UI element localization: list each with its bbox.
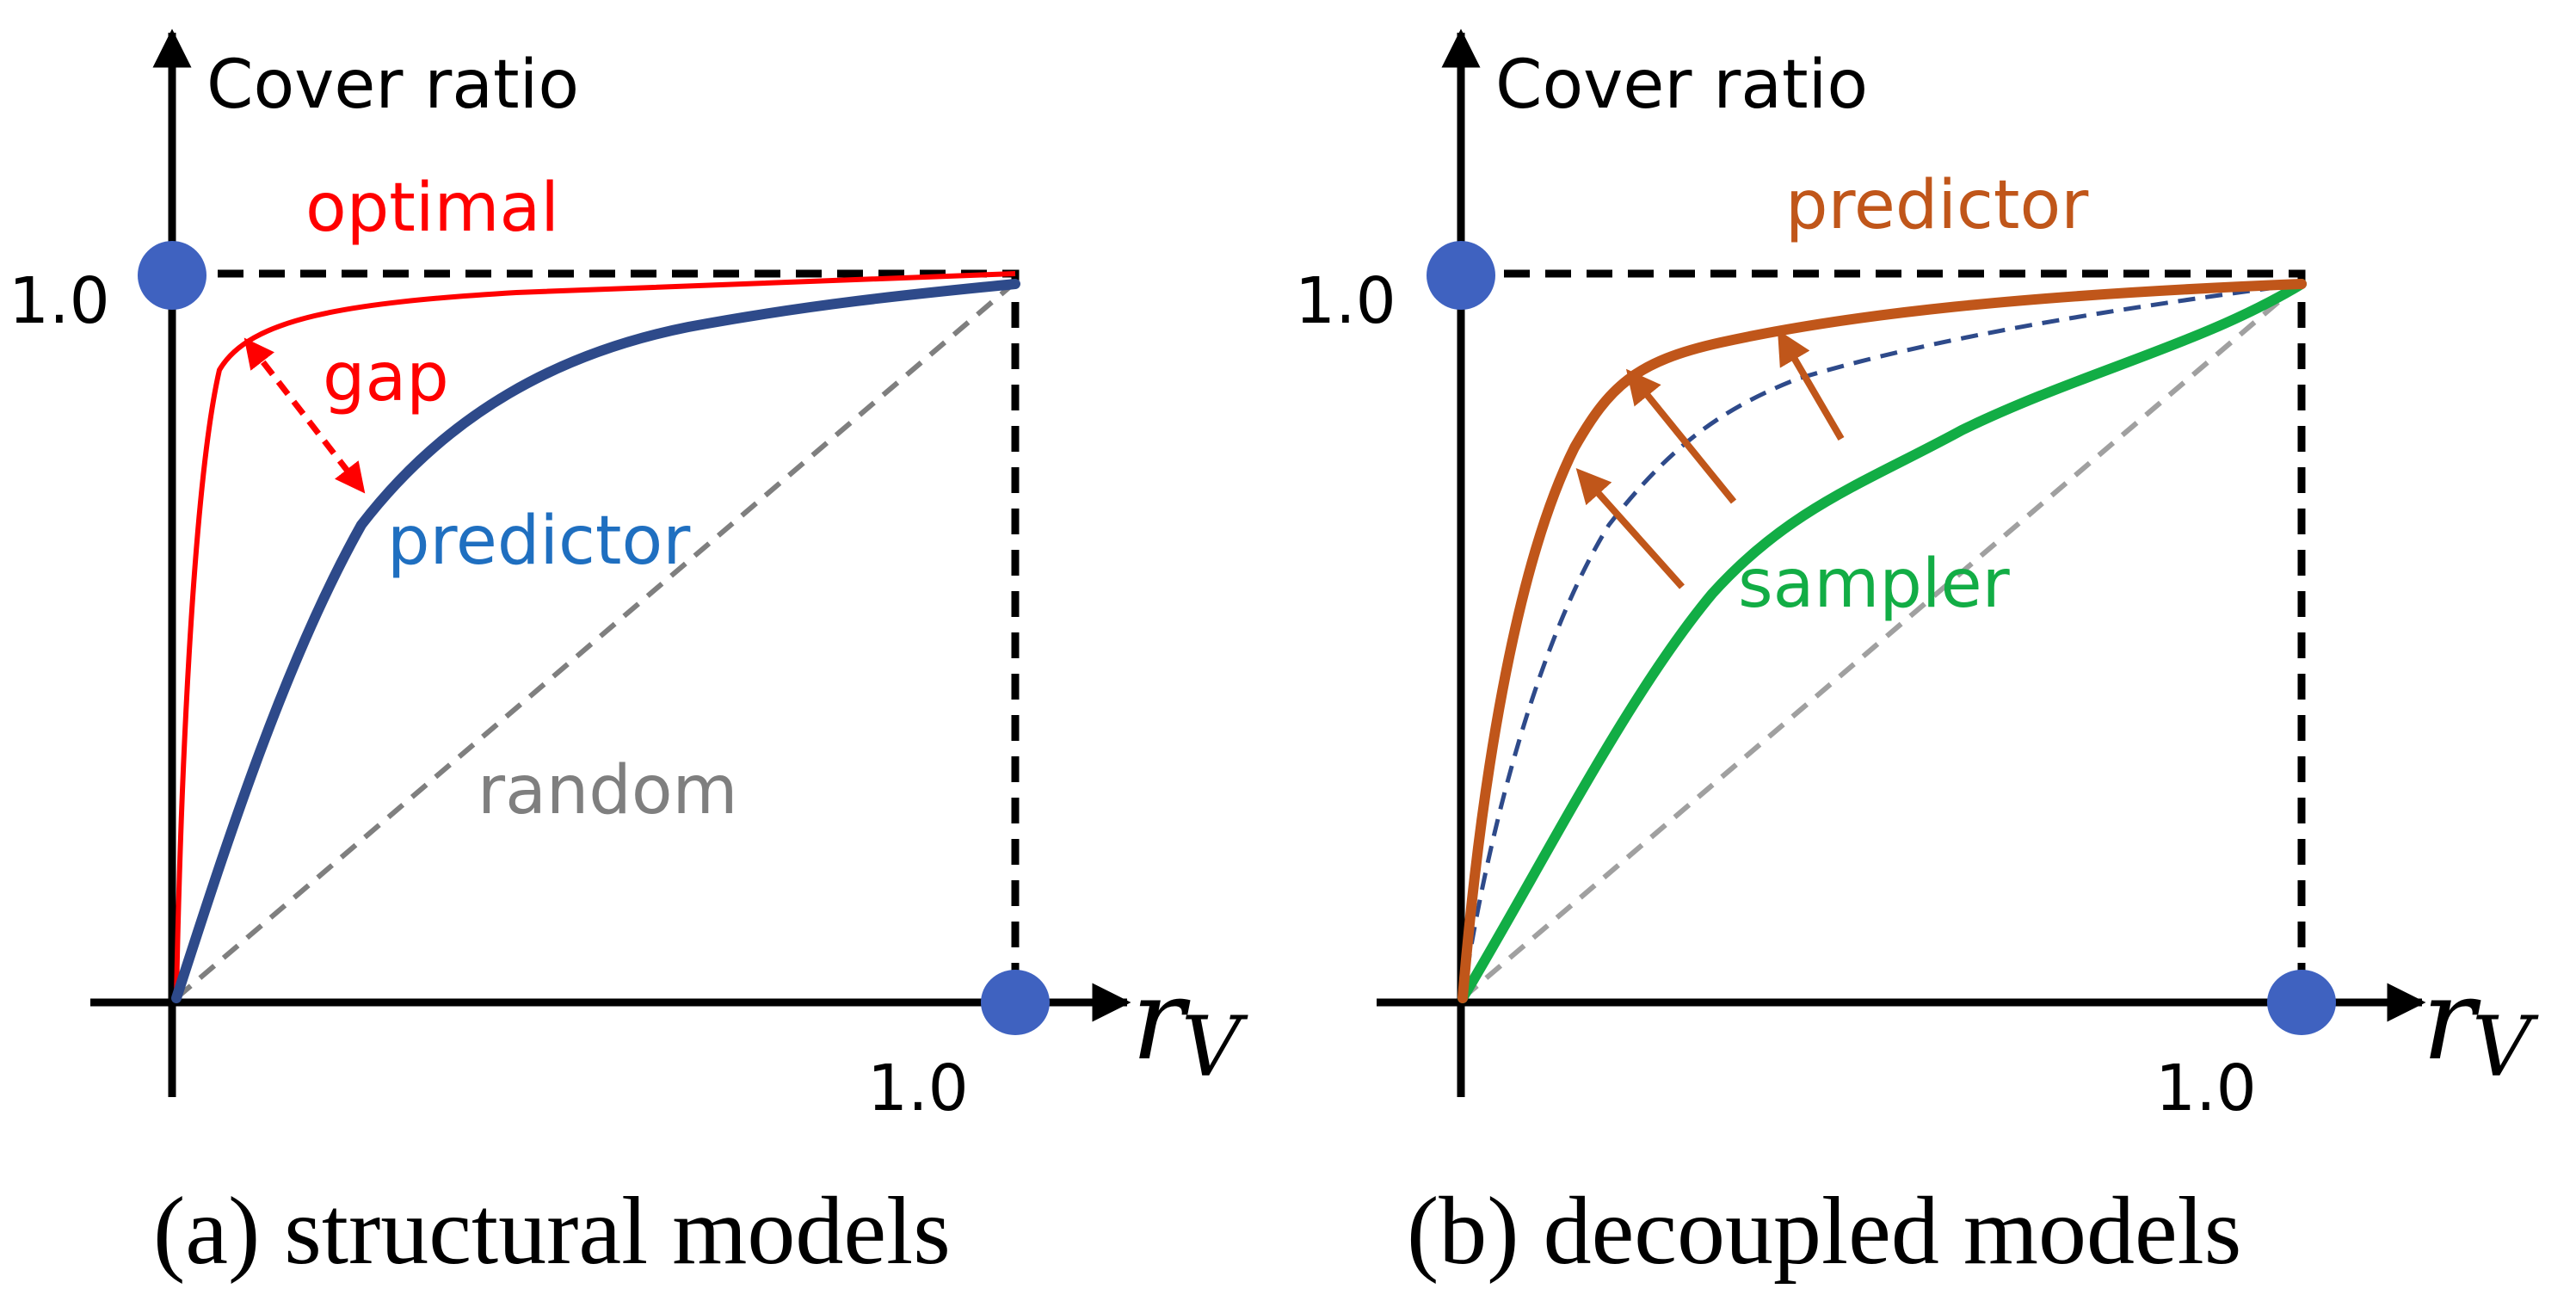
optimal-curve — [174, 271, 1016, 999]
y-one-marker — [138, 241, 206, 310]
sampler-label: sampler — [1738, 546, 2011, 623]
optimal-label: optimal — [305, 170, 559, 247]
improvement-arrow-1 — [1575, 468, 1685, 589]
panel-structural-models: Cover ratio 1.0 1.0 rV optimal gap predi… — [9, 28, 1248, 1285]
sampler-curve — [1457, 279, 2307, 1003]
x-variable-label: rV — [2422, 954, 2539, 1095]
x-one-marker — [2267, 970, 2336, 1035]
original-predictor-curve — [1460, 281, 2302, 999]
y-one-marker — [1427, 241, 1495, 310]
predictor-label: predictor — [1785, 167, 2089, 244]
y-axis-label: Cover ratio — [206, 46, 579, 124]
unit-box-dashed — [1463, 269, 2306, 1002]
x-variable-label: rV — [1131, 954, 1248, 1095]
y-tick-label: 1.0 — [9, 264, 110, 338]
caption-a: (a) structural models — [153, 1178, 951, 1285]
y-axis-label: Cover ratio — [1495, 46, 1868, 124]
panel-decoupled-models: Cover ratio 1.0 1.0 rV predictor sampler… — [1295, 28, 2539, 1285]
y-tick-label: 1.0 — [1295, 264, 1396, 338]
x-tick-label: 1.0 — [2155, 1051, 2257, 1125]
gap-label: gap — [323, 339, 449, 416]
random-label: random — [478, 752, 738, 829]
gap-arrow — [243, 337, 366, 494]
caption-b: (b) decoupled models — [1407, 1178, 2241, 1285]
x-tick-label: 1.0 — [867, 1051, 969, 1125]
x-one-marker — [981, 970, 1050, 1035]
predictor-curve — [171, 279, 1020, 1003]
random-curve — [1461, 280, 2303, 1001]
improvement-arrow-2 — [1625, 368, 1737, 504]
predictor-label: predictor — [387, 503, 691, 580]
improvement-arrow-3 — [1777, 330, 1845, 441]
